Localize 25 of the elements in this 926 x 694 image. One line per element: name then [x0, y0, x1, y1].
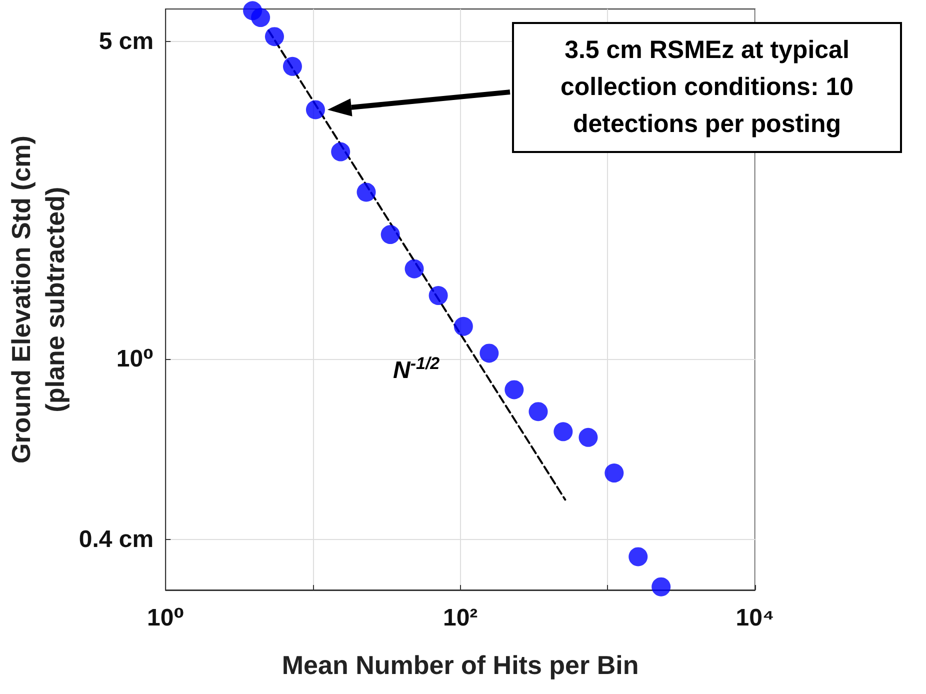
point: [628, 547, 648, 566]
point: [404, 259, 424, 278]
point: [356, 182, 376, 202]
point: [331, 142, 350, 162]
point: [282, 56, 302, 76]
point: [554, 422, 573, 442]
annotation: N$^{-1/2}$: [393, 354, 440, 384]
point: [306, 100, 325, 120]
point: [380, 225, 400, 244]
y-tick-label: 10⁰: [116, 346, 154, 373]
annotation: 3.5 cm RSMEz at typical collection conditions: 10 detections per posting: [559, 35, 855, 140]
y-tick-label: 0.4 cm: [78, 526, 154, 554]
point: [454, 316, 473, 336]
point: [480, 344, 499, 363]
point: [578, 428, 598, 447]
x-tick-label: 10⁰: [147, 604, 184, 632]
x-axis-title: Mean Number of Hits per Bin: [282, 650, 639, 680]
point: [652, 577, 671, 596]
y-axis-title: Ground Elevation Std (cm) (plane subtracted): [6, 136, 70, 464]
x-tick-label: 10²: [442, 604, 478, 632]
x-tick-label: 10⁴: [736, 604, 774, 632]
point: [528, 402, 548, 422]
point: [504, 380, 524, 400]
y-tick-label: 5 cm: [98, 28, 154, 56]
point: [428, 286, 448, 306]
